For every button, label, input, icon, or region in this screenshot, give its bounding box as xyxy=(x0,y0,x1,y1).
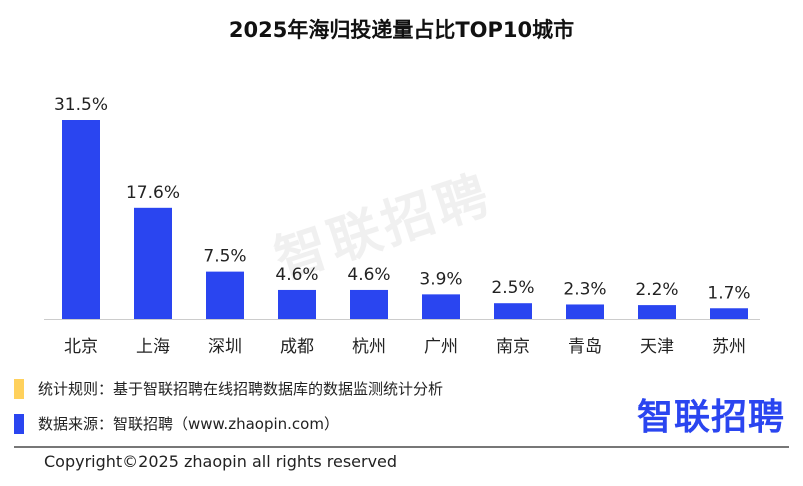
bar-6 xyxy=(494,303,532,319)
legend-item-source: 数据来源：智联招聘（www.zhaopin.com） xyxy=(14,413,339,434)
data-label-7: 2.3% xyxy=(563,279,606,299)
bar-1 xyxy=(134,207,172,319)
bar-3 xyxy=(278,289,316,319)
category-label-2: 深圳 xyxy=(208,337,242,357)
bar-5 xyxy=(422,294,460,319)
legend-item-rule: 统计规则：基于智联招聘在线招聘数据库的数据监测统计分析 xyxy=(14,378,443,399)
data-label-2: 7.5% xyxy=(203,247,246,267)
divider xyxy=(14,446,789,448)
category-label-5: 广州 xyxy=(424,337,458,357)
category-label-9: 苏州 xyxy=(712,337,746,357)
legend-text: 统计规则：基于智联招聘在线招聘数据库的数据监测统计分析 xyxy=(38,380,444,398)
data-label-3: 4.6% xyxy=(275,265,318,285)
bar-2 xyxy=(206,271,244,319)
category-label-4: 杭州 xyxy=(352,337,386,357)
data-label-1: 17.6% xyxy=(126,183,180,203)
bar-4 xyxy=(350,289,388,319)
bar-chart: 31.5% 北京 17.6% 上海 7.5% 深圳 4.6% 成都 4.6% 杭州 3.9% 广州 2.… xyxy=(44,95,760,357)
bar-0 xyxy=(62,120,100,319)
data-label-9: 1.7% xyxy=(707,283,750,303)
legend-swatch-blue xyxy=(14,413,24,434)
legend-swatch-yellow xyxy=(14,378,24,399)
category-label-7: 青岛 xyxy=(568,337,602,357)
category-label-8: 天津 xyxy=(640,337,674,357)
category-label-3: 成都 xyxy=(280,337,314,357)
data-label-4: 4.6% xyxy=(347,265,390,285)
category-label-0: 北京 xyxy=(64,337,98,357)
data-label-0: 31.5% xyxy=(54,95,108,115)
category-label-1: 上海 xyxy=(136,337,170,357)
bar-7 xyxy=(566,304,604,319)
legend-text: 数据来源：智联招聘（www.zhaopin.com） xyxy=(38,415,339,433)
data-label-5: 3.9% xyxy=(419,269,462,289)
bar-9 xyxy=(710,308,748,319)
copyright: Copyright©2025 zhaopin all rights reserv… xyxy=(44,452,398,471)
bar-8 xyxy=(638,305,676,319)
chart-title: 2025年海归投递量占比TOP10城市 xyxy=(228,18,575,42)
zhaopin-logo: 智联招聘 xyxy=(636,397,785,438)
category-label-6: 南京 xyxy=(496,337,530,357)
data-label-8: 2.2% xyxy=(635,280,678,300)
data-label-6: 2.5% xyxy=(491,278,534,298)
